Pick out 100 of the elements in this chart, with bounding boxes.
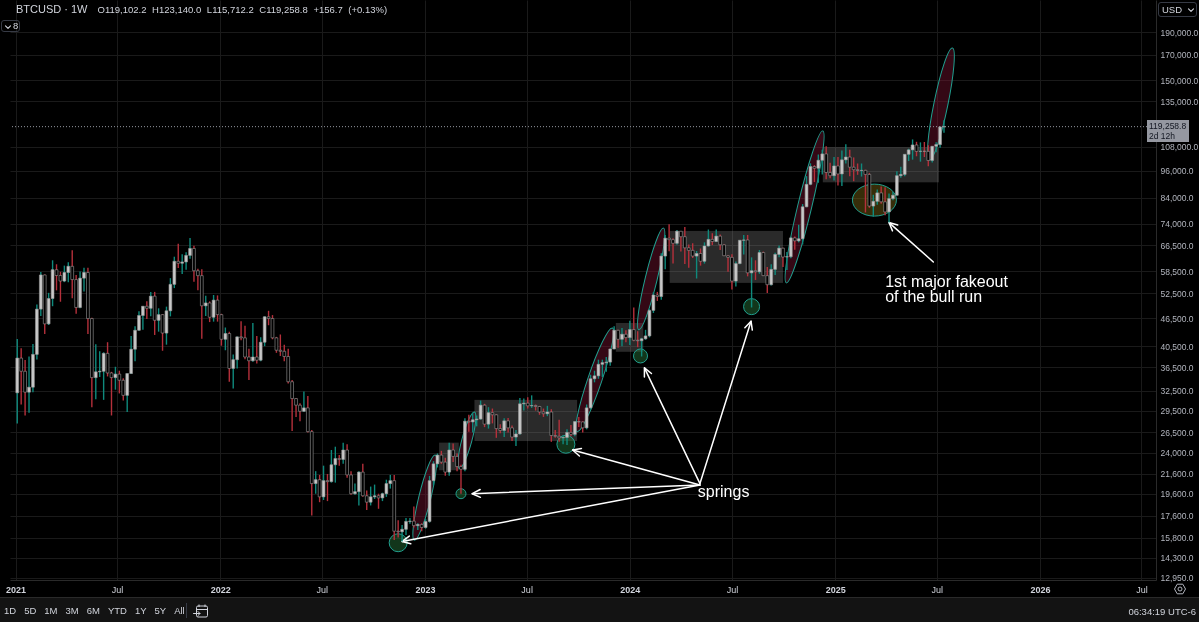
y-tick-label: 74,000.0 [1160, 219, 1194, 230]
candlestick [730, 253, 734, 291]
text: YTD [107, 605, 127, 617]
x-tick-label: Jul [931, 584, 943, 595]
y-tick-label: 15,800.0 [1160, 533, 1194, 544]
y-tick-label: 190,000.0 [1160, 27, 1199, 38]
candlestick [251, 322, 255, 363]
dropdown-button: USD [1158, 2, 1197, 17]
y-tick-label: 52,500.0 [1160, 288, 1194, 299]
candlestick [329, 449, 334, 484]
candlestick [757, 249, 762, 275]
candlestick [694, 250, 699, 280]
candlestick [816, 153, 821, 184]
x-tick-label: Jul [316, 584, 329, 595]
candlestick [486, 406, 491, 430]
candlestick [832, 156, 836, 182]
candlestick [910, 138, 915, 161]
candlestick [557, 419, 561, 443]
text: 5D [24, 605, 37, 617]
chart-subtitle: O119,102.2 H123,140.0 L115,712.2 C119,258.8 +156.7 (+0.13%) [97, 4, 388, 15]
x-tick-label: 2023 [415, 584, 436, 595]
x-tick-label: 2021 [6, 584, 27, 595]
y-tick-label: 29,500.0 [1160, 406, 1194, 417]
candlestick [412, 505, 416, 529]
y-tick-label: 32,500.0 [1160, 386, 1194, 397]
candlestick [848, 149, 852, 178]
x-tick-label: Jul [521, 584, 533, 595]
candlestick [561, 434, 565, 445]
text: 5Y [154, 605, 167, 617]
candlestick [596, 358, 601, 380]
candlestick [105, 341, 110, 378]
candlestick [145, 300, 149, 320]
candlestick [482, 403, 487, 428]
y-tick-label: 135,000.0 [1160, 96, 1199, 107]
candlestick [502, 417, 506, 438]
x-tick-label: Jul [726, 584, 739, 595]
y-tick-label: 108,000.0 [1160, 142, 1199, 153]
candlestick [278, 333, 283, 357]
ref-line-label: 119,258.8 [1149, 121, 1187, 132]
annotation: springs [697, 482, 750, 500]
candlestick [895, 170, 899, 197]
candlestick [620, 327, 624, 347]
x-tick-label: 2024 [620, 584, 641, 595]
candlestick [565, 428, 569, 446]
x-tick-label: Jul [111, 584, 124, 595]
y-tick-label: 46,500.0 [1160, 313, 1194, 324]
candlestick [255, 335, 259, 365]
candlestick [471, 411, 475, 434]
candlestick [836, 156, 840, 187]
y-tick-label: 170,000.0 [1160, 50, 1199, 61]
candlestick [113, 366, 118, 391]
candlestick [368, 485, 373, 507]
candlestick [101, 351, 106, 401]
y-tick-label: 19,600.0 [1160, 489, 1194, 500]
candlestick [887, 192, 891, 224]
x-tick-label: 2026 [1030, 584, 1051, 595]
y-tick-label: 14,300.0 [1160, 553, 1194, 564]
text: All [174, 605, 185, 617]
candlestick [98, 350, 102, 378]
annotation: 8 [13, 20, 19, 31]
price-tag: 119,258.8 2d 12h [1147, 120, 1189, 142]
x-tick-label: 2022 [210, 584, 231, 595]
annotation: 2d 12h [1149, 130, 1175, 142]
text: 1D [4, 605, 17, 617]
candlestick [478, 399, 483, 421]
y-tick-label: 24,000.0 [1160, 448, 1194, 459]
candlestick [628, 320, 632, 346]
candlestick [918, 141, 923, 163]
annotation: 1st major fakeout of the bull run [885, 273, 1009, 306]
collapse-button: 8 [1, 20, 20, 32]
candlestick [851, 156, 856, 182]
x-tick-label: Jul [1136, 584, 1148, 595]
text: 3M [65, 605, 79, 617]
y-tick-label: 36,500.0 [1160, 362, 1194, 373]
candlestick [298, 402, 302, 422]
y-tick-label: 21,600.0 [1160, 469, 1194, 480]
candlestick [117, 370, 122, 395]
candlestick [569, 424, 573, 437]
candlestick [66, 261, 70, 283]
candlestick [141, 305, 145, 331]
x-tick-label: 2025 [825, 584, 846, 595]
y-tick-label: 58,500.0 [1160, 266, 1194, 277]
candlestick [321, 464, 326, 501]
y-tick-label: 96,000.0 [1160, 166, 1194, 177]
chart-title: BTCUSD · 1W [16, 3, 88, 15]
candlestick [883, 186, 887, 217]
candlestick [824, 145, 828, 180]
candlestick [624, 329, 628, 343]
candlestick [683, 226, 687, 265]
y-tick-label: 150,000.0 [1160, 75, 1199, 86]
candlestick [180, 253, 184, 275]
y-tick-label: 84,000.0 [1160, 193, 1194, 204]
text: 6M [86, 605, 100, 617]
candlestick [863, 169, 868, 214]
candlestick [160, 313, 165, 352]
candlestick [926, 144, 930, 167]
y-tick-label: 17,600.0 [1160, 511, 1194, 522]
candlestick [317, 474, 322, 503]
text: 06:34:19 UTC-6 [1128, 606, 1196, 618]
text: 1Y [134, 605, 147, 617]
